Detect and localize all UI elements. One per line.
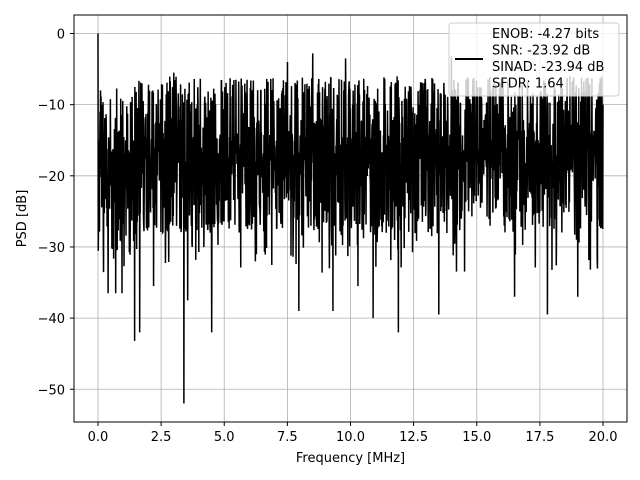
y-tick-label: −50 xyxy=(38,383,65,398)
legend-snr: SNR: -23.92 dB xyxy=(492,44,590,59)
legend-sfdr: SFDR: 1.64 xyxy=(492,77,564,92)
legend-sinad: SINAD: -23.94 dB xyxy=(492,60,604,75)
y-tick-label: −40 xyxy=(38,312,65,327)
y-tick-label: −20 xyxy=(38,170,65,185)
y-tick-label: 0 xyxy=(57,28,65,43)
x-tick-label: 15.0 xyxy=(462,430,491,445)
x-tick-label: 10.0 xyxy=(336,430,365,445)
x-axis-label: Frequency [MHz] xyxy=(296,451,405,466)
y-tick-label: −30 xyxy=(38,241,65,256)
x-tick-label: 2.5 xyxy=(151,430,172,445)
x-tick-label: 0.0 xyxy=(88,430,109,445)
y-tick-label: −10 xyxy=(38,99,65,114)
x-tick-label: 20.0 xyxy=(589,430,618,445)
legend-enob: ENOB: -4.27 bits xyxy=(492,27,599,42)
legend: ENOB: -4.27 bits SNR: -23.92 dB SINAD: -… xyxy=(448,22,620,97)
x-tick-label: 17.5 xyxy=(525,430,554,445)
x-tick-label: 12.5 xyxy=(399,430,428,445)
x-axis: 0.0 2.5 5.0 7.5 10.0 12.5 15.0 17.5 20.0 xyxy=(88,422,618,445)
psd-series-line xyxy=(97,33,604,404)
legend-box xyxy=(448,22,620,97)
y-axis: 0 −10 −20 −30 −40 −50 xyxy=(38,28,74,398)
y-axis-label: PSD [dB] xyxy=(15,190,30,248)
x-tick-label: 7.5 xyxy=(277,430,298,445)
x-tick-label: 5.0 xyxy=(214,430,235,445)
